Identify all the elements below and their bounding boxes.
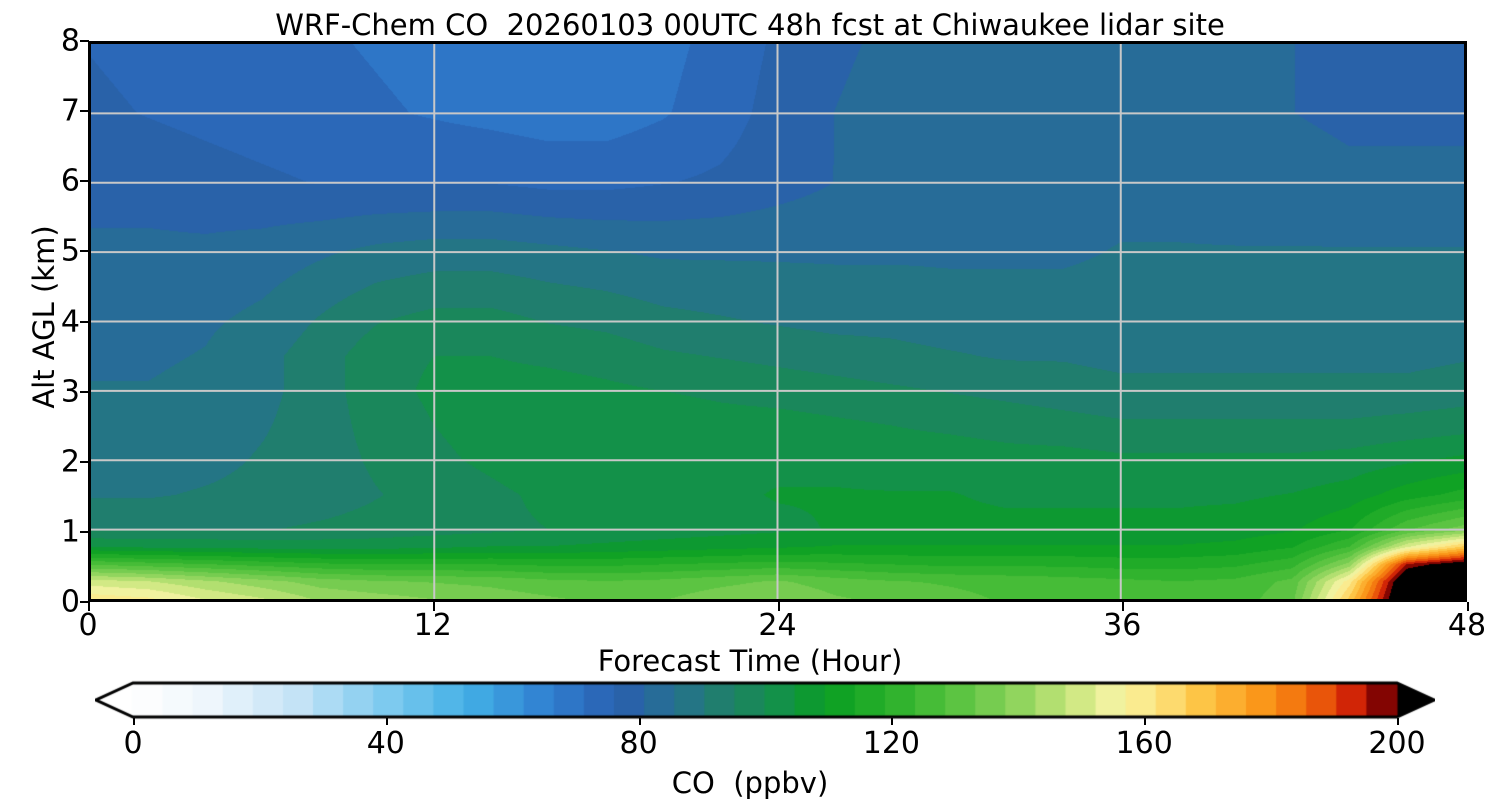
y-tick-label: 8	[60, 23, 80, 59]
y-tick-label: 1	[60, 514, 80, 550]
grid-overlay	[91, 44, 1464, 599]
y-tick-label: 0	[60, 584, 80, 620]
colorbar-label: CO (ppbv)	[671, 766, 829, 800]
y-tick-mark	[80, 40, 89, 42]
y-tick-label: 5	[60, 233, 80, 269]
colorbar-tick-mark	[385, 718, 388, 725]
x-tick-label: 48	[1447, 608, 1487, 643]
colorbar-tick-label: 40	[366, 726, 405, 761]
colorbar-tick-label: 80	[619, 726, 658, 761]
colorbar-gradient	[95, 680, 1435, 720]
x-tick-mark	[1122, 602, 1125, 611]
y-tick-mark	[80, 250, 89, 253]
x-tick-label: 24	[758, 608, 797, 643]
y-axis-label: Alt AGL (km)	[27, 225, 61, 409]
colorbar-tick-label: 0	[123, 726, 143, 761]
colorbar-tick-mark	[1397, 718, 1399, 725]
x-tick-label: 12	[413, 608, 452, 643]
colorbar-tick-label: 160	[1115, 726, 1173, 761]
colorbar-tick-mark	[133, 718, 135, 725]
x-tick-label: 0	[78, 608, 98, 643]
colorbar-tick-label: 200	[1368, 726, 1426, 761]
x-tick-mark	[432, 602, 435, 611]
y-tick-mark	[80, 460, 89, 463]
y-tick-label: 7	[60, 93, 80, 129]
y-tick-label: 2	[60, 444, 80, 480]
x-tick-label: 36	[1103, 608, 1142, 643]
y-tick-mark	[80, 110, 89, 113]
y-tick-mark	[80, 601, 89, 603]
colorbar-tick-mark	[638, 718, 641, 725]
chart-title: WRF-Chem CO 20260103 00UTC 48h fcst at C…	[275, 8, 1225, 42]
y-tick-label: 3	[60, 374, 80, 410]
x-tick-mark	[777, 602, 780, 611]
y-tick-mark	[80, 390, 89, 393]
plot-area	[88, 41, 1467, 602]
x-axis-label: Forecast Time (Hour)	[597, 644, 903, 678]
y-tick-label: 6	[60, 163, 80, 199]
colorbar: CO (ppbv) 0 40 80 120 160 200	[0, 676, 1500, 800]
colorbar-tick-label: 120	[862, 726, 921, 761]
y-tick-label: 4	[60, 304, 80, 339]
colorbar-tick-mark	[891, 718, 894, 725]
colorbar-tick-mark	[1144, 718, 1147, 725]
y-tick-mark	[80, 320, 89, 323]
y-tick-mark	[80, 180, 89, 183]
x-tick-mark	[88, 602, 90, 611]
x-tick-mark	[1467, 602, 1469, 611]
y-tick-mark	[80, 530, 89, 533]
